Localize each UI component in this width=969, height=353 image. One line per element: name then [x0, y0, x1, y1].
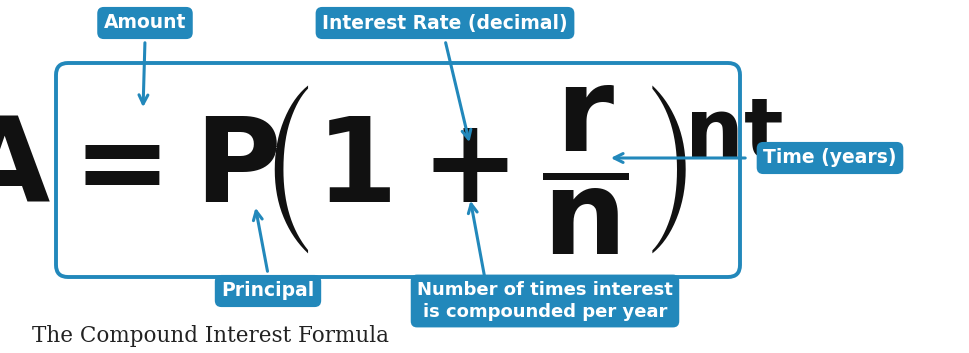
- Text: Amount: Amount: [104, 13, 186, 32]
- Text: Principal: Principal: [221, 281, 314, 300]
- FancyBboxPatch shape: [56, 63, 739, 277]
- Text: Time (years): Time (years): [763, 149, 895, 168]
- Text: The Compound Interest Formula: The Compound Interest Formula: [32, 325, 389, 347]
- Text: Interest Rate (decimal): Interest Rate (decimal): [322, 13, 567, 32]
- Text: Number of times interest
is compounded per year: Number of times interest is compounded p…: [417, 281, 672, 321]
- Text: $\mathbf{A = P\!\left(1+\dfrac{r}{n}\right)^{\!nt}}$: $\mathbf{A = P\!\left(1+\dfrac{r}{n}\rig…: [0, 84, 782, 257]
